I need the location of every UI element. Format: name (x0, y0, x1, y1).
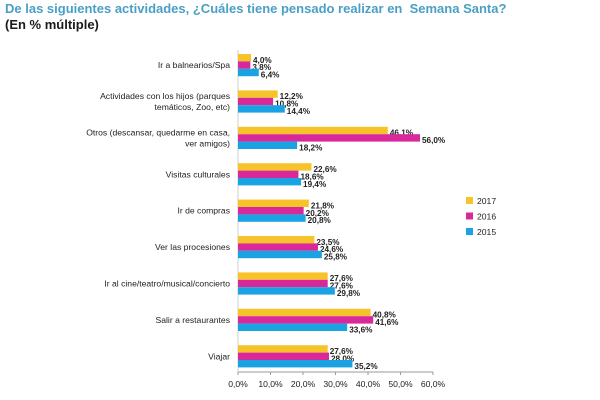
bar-2015 (238, 287, 335, 295)
legend-label-2017: 2017 (477, 196, 496, 206)
bar-2016 (238, 316, 374, 324)
x-tick-label: 10,0% (258, 379, 283, 389)
value-label: 18,6% (300, 172, 324, 181)
category-label: Ir a balnearios/Spa (158, 60, 230, 70)
bar-2015 (238, 178, 302, 186)
category-label: Viajar (208, 351, 230, 361)
chart-title: De las siguientes actividades, ¿Cuáles t… (5, 1, 507, 16)
value-label: 23,5% (316, 238, 340, 247)
bar-2016 (238, 279, 328, 288)
category-label: Otros (descansar, quedarme en casa, (86, 127, 230, 137)
bar-2017 (238, 163, 312, 171)
value-label: 20,8% (308, 216, 332, 225)
legend-label-2015: 2015 (477, 227, 496, 237)
value-label: 14,4% (287, 107, 311, 116)
value-label: 56,0% (422, 136, 446, 145)
bar-2017 (238, 236, 315, 244)
bar-2017 (238, 54, 251, 62)
category-label: Ir de compras (177, 206, 230, 216)
bar-2015 (238, 323, 348, 331)
category-label: Ver las procesiones (155, 242, 230, 252)
bar-2017 (238, 272, 328, 280)
value-label: 33,6% (349, 325, 373, 334)
bar-2016 (238, 207, 304, 215)
value-label: 46,1% (390, 129, 414, 138)
bar-2017 (238, 345, 328, 353)
legend-swatch-2015 (466, 228, 473, 235)
bar-2016 (238, 170, 299, 178)
bar-2016 (238, 134, 420, 142)
bar-2015 (238, 214, 306, 222)
category-label: ver amigos) (185, 138, 230, 148)
value-label: 41,6% (375, 318, 399, 327)
category-label: Salir a restaurantes (155, 315, 230, 325)
value-label: 18,2% (299, 143, 323, 152)
value-label: 27,6% (330, 282, 354, 291)
value-label: 19,4% (303, 180, 327, 189)
x-tick-label: 30,0% (323, 379, 348, 389)
bar-2015 (238, 105, 285, 113)
legend-swatch-2017 (466, 197, 473, 204)
value-label: 6,4% (261, 71, 280, 80)
bar-2017 (238, 308, 371, 317)
value-label: 22,6% (313, 165, 337, 174)
value-label: 20,2% (306, 209, 330, 218)
value-label: 12,2% (280, 92, 304, 101)
value-label: 27,6% (330, 274, 354, 283)
bar-2017 (238, 90, 278, 98)
x-tick-label: 20,0% (291, 379, 316, 389)
value-label: 24,6% (320, 245, 344, 254)
bar-2015 (238, 250, 322, 259)
value-label: 28,0% (331, 354, 355, 363)
bar-2015 (238, 68, 259, 77)
bar-2015 (238, 360, 353, 368)
category-label: Visitas culturales (166, 169, 230, 179)
category-label: temáticos, Zoo, etc) (155, 102, 231, 112)
x-tick-label: 40,0% (356, 379, 381, 389)
bar-2015 (238, 141, 298, 149)
legend-label-2016: 2016 (477, 212, 496, 222)
legend-swatch-2016 (466, 212, 473, 220)
category-label: Actividades con los hijos (parques (100, 91, 230, 101)
bar-2016 (238, 61, 251, 69)
value-label: 25,8% (324, 253, 348, 262)
value-label: 3,8% (252, 63, 271, 72)
value-label: 40,8% (373, 311, 397, 320)
value-label: 10,8% (275, 100, 299, 109)
bar-2017 (238, 199, 309, 207)
bar-2016 (238, 97, 274, 106)
x-tick-label: 50,0% (388, 379, 413, 389)
value-label: 35,2% (354, 362, 378, 371)
category-label: Ir al cine/teatro/musical/concierto (104, 279, 230, 289)
value-label: 21,8% (311, 201, 335, 210)
bar-2016 (238, 243, 318, 251)
value-label: 27,6% (330, 347, 354, 356)
value-label: 29,8% (337, 289, 361, 298)
x-tick-label: 0,0% (228, 379, 248, 389)
value-label: 4,0% (253, 56, 272, 65)
x-tick-label: 60,0% (421, 379, 446, 389)
chart-subtitle: (En % múltiple) (5, 17, 99, 32)
bar-2016 (238, 352, 329, 360)
bar-2017 (238, 126, 388, 135)
